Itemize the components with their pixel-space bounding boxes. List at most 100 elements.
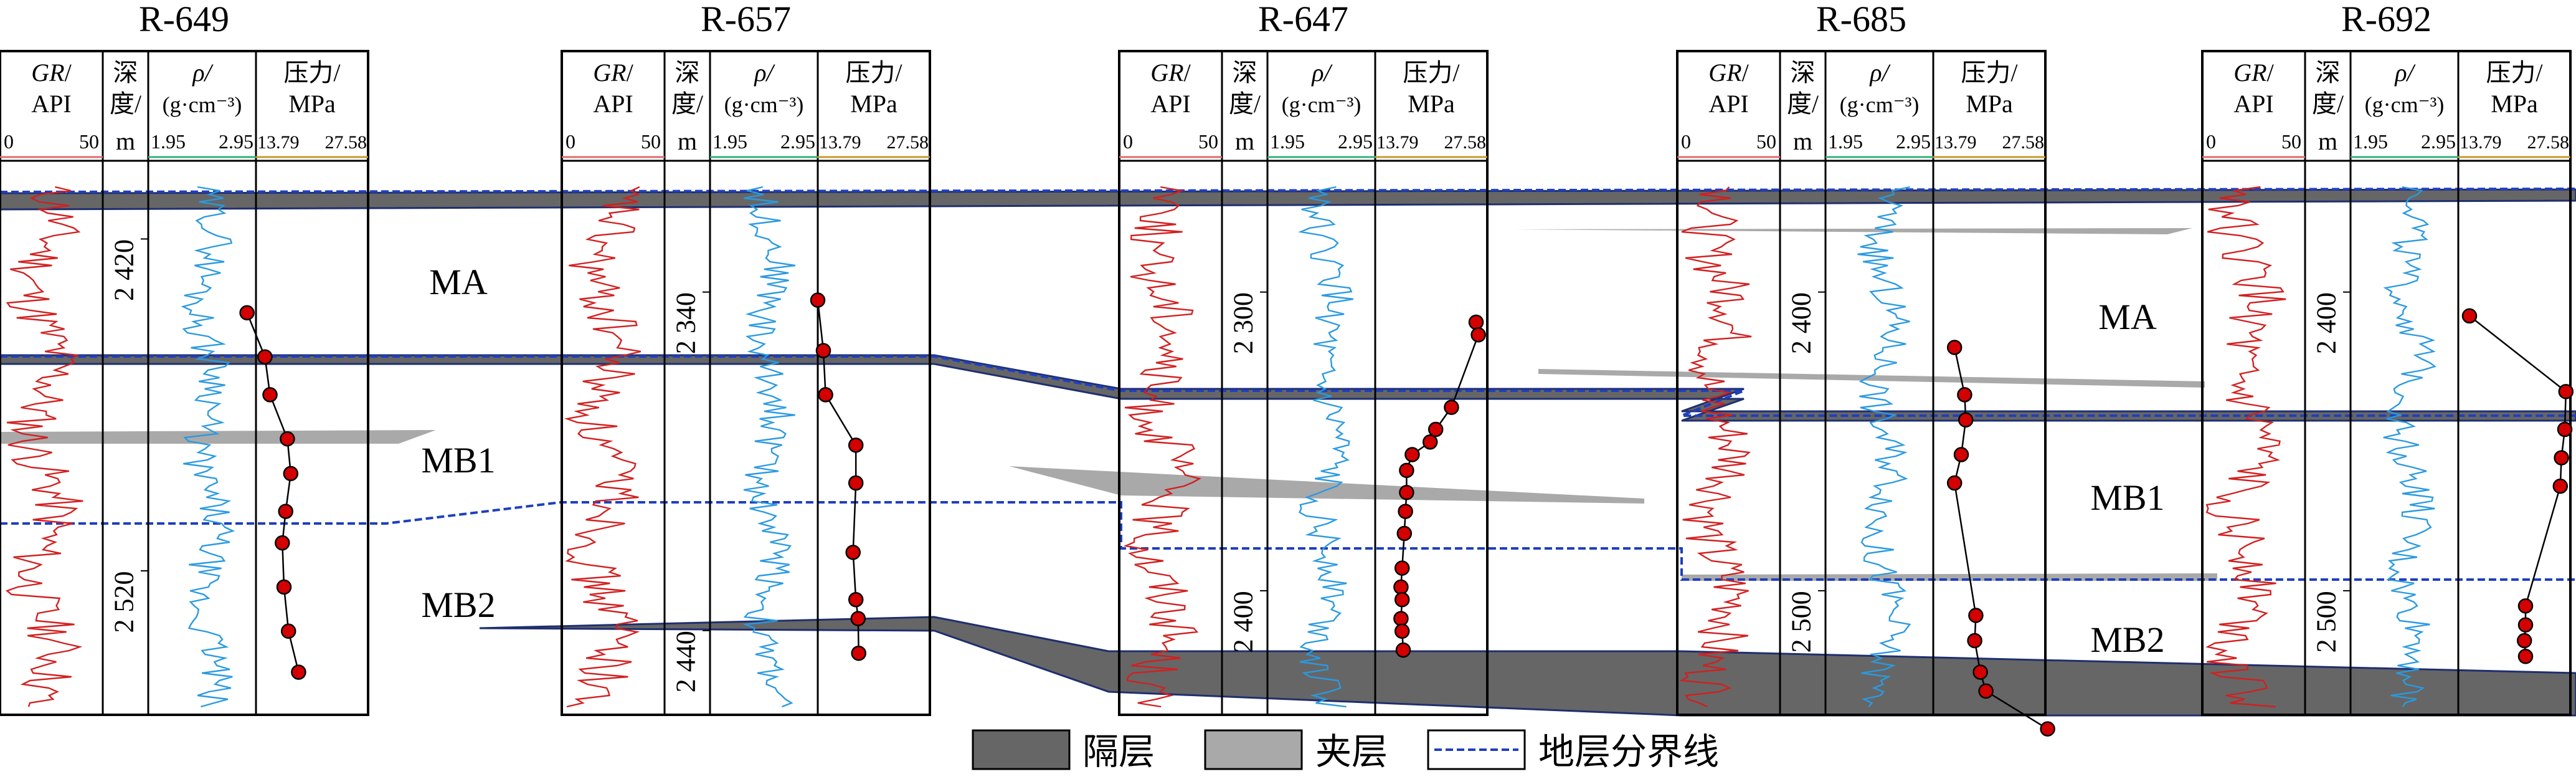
density-unit: (g·cm⁻³): [163, 92, 242, 117]
boundary-line-top: [0, 188, 2576, 193]
gr-scale-max: 50: [1756, 130, 1776, 153]
zone-label-ma-2: MA: [2098, 297, 2157, 337]
pressure-point: [2558, 384, 2574, 399]
well-panel-r-647: R-647 GR/API 深度/m ρ/ (g·cm⁻³) 压力/MPa 0 50 1.95 2.…: [1118, 0, 1489, 716]
pressure-scale-max: 27.58: [887, 132, 929, 153]
pressure-line: [2469, 315, 2567, 657]
wells-group: R-649 GR/API 深度/m ρ/ (g·cm⁻³) 压力/MPa 0 50 1.95 2.…: [0, 0, 2574, 737]
depth-header-2: 度/: [1229, 90, 1261, 118]
pressure-unit: MPa: [2491, 90, 2538, 118]
pressure-point: [1968, 608, 1984, 623]
pressure-header: 压力/: [283, 59, 341, 87]
interlayer-3: [1513, 228, 2192, 234]
gr-log-trace: [6, 186, 83, 707]
pressure-point: [810, 292, 826, 308]
pressure-scale-min: 13.79: [819, 132, 861, 153]
pressure-point: [2517, 617, 2534, 633]
depth-tick-label: 2 300: [1228, 292, 1259, 354]
density-scale-max: 2.95: [780, 130, 815, 153]
gr-scale-min: 0: [4, 130, 14, 153]
gr-header: GR/: [1708, 59, 1749, 87]
gr-log-trace: [564, 186, 642, 708]
depth-tick-label: 2 500: [2311, 591, 2342, 652]
density-scale-min: 1.95: [151, 130, 186, 153]
depth-unit: m: [678, 127, 697, 155]
pressure-point: [1399, 484, 1414, 500]
well-title: R-657: [701, 0, 791, 39]
pressure-unit: MPa: [288, 90, 336, 118]
pressure-point: [1470, 327, 1486, 343]
pressure-point: [1468, 314, 1484, 330]
gr-scale-max: 50: [1198, 130, 1218, 153]
well-frame: [561, 50, 931, 716]
pressure-point: [1978, 683, 1994, 699]
legend-interlayer-swatch: [1204, 729, 1303, 770]
density-log-trace: [1857, 186, 1911, 707]
legend-interlayer-label: 夹层: [1315, 732, 1388, 772]
legend: 隔层 夹层 地层分界线: [972, 729, 1719, 772]
gr-header: GR/: [2233, 59, 2274, 87]
well-panel-r-649: R-649 GR/API 深度/m ρ/ (g·cm⁻³) 压力/MPa 0 50 1.95 2.…: [0, 0, 369, 716]
legend-barrier-swatch: [972, 729, 1071, 770]
density-log-trace: [181, 186, 235, 708]
barrier-layer-mb2: [479, 616, 2576, 717]
density-header: ρ/: [1310, 59, 1333, 87]
pressure-point: [1957, 387, 1972, 403]
pressure-point: [1396, 525, 1413, 542]
correlation-layers: [0, 188, 2576, 717]
interlayer-1: [0, 430, 436, 444]
density-scale-max: 2.95: [1896, 130, 1931, 153]
depth-tick-label: 2 440: [671, 631, 701, 692]
gr-scale-min: 0: [2206, 130, 2216, 153]
zone-label-mb2-1: MB2: [421, 585, 495, 625]
zone-labels: MA MB1 MB2 MA MB1 MB2: [421, 262, 2164, 660]
pressure-scale-min: 13.79: [1376, 132, 1419, 153]
pressure-header: 压力/: [2486, 59, 2543, 87]
density-scale-min: 1.95: [713, 130, 747, 153]
well-title: R-692: [2341, 0, 2432, 39]
gr-unit: API: [593, 90, 633, 118]
zone-label-ma-1: MA: [429, 262, 488, 302]
pressure-point: [1946, 340, 1963, 355]
gr-header: GR/: [593, 59, 633, 87]
pressure-point: [1394, 623, 1410, 639]
boundary-line-ma-mb1: [0, 355, 2576, 417]
gr-unit: API: [1708, 90, 1748, 118]
density-log-trace: [2383, 186, 2436, 707]
pressure-point: [1958, 412, 1974, 428]
well-frame: [1118, 50, 1489, 716]
pressure-point: [1967, 633, 1982, 649]
density-unit: (g·cm⁻³): [1840, 92, 1920, 117]
pressure-point: [280, 431, 295, 447]
depth-tick-label: 2 500: [1786, 591, 1817, 652]
density-unit: (g·cm⁻³): [1282, 92, 1361, 117]
legend-boundary-swatch: [1427, 729, 1526, 770]
gr-scale-min: 0: [1123, 130, 1133, 153]
depth-header-2: 度/: [2312, 90, 2344, 118]
pressure-point: [2517, 598, 2534, 614]
pressure-point: [1399, 462, 1414, 479]
depth-header-2: 度/: [110, 90, 142, 118]
density-unit: (g·cm⁻³): [2365, 92, 2445, 117]
gr-header: GR/: [31, 59, 72, 87]
pressure-point: [1946, 475, 1963, 491]
pressure-point: [275, 535, 290, 551]
well-title: R-647: [1258, 0, 1348, 39]
pressure-unit: MPa: [1408, 90, 1455, 118]
gr-scale-max: 50: [79, 130, 99, 153]
pressure-scale-min: 13.79: [1934, 132, 1977, 153]
pressure-point: [2554, 450, 2569, 466]
pressure-point: [1394, 560, 1410, 576]
pressure-point: [1398, 504, 1413, 519]
depth-header-1: 深: [1791, 59, 1816, 87]
pressure-scale-min: 13.79: [2460, 132, 2502, 153]
gr-scale-max: 50: [2281, 130, 2301, 153]
pressure-point: [818, 387, 833, 403]
pressure-point: [848, 437, 864, 453]
pressure-point: [2552, 478, 2569, 494]
depth-tick-label: 2 420: [109, 239, 140, 301]
pressure-point: [1394, 591, 1410, 608]
gr-scale-min: 0: [566, 130, 575, 153]
pressure-point: [1972, 664, 1988, 680]
